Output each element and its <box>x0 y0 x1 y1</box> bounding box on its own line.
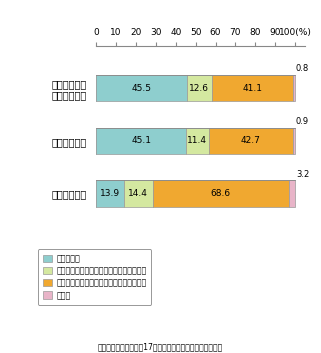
Text: 0.8: 0.8 <box>296 64 309 73</box>
Text: 68.6: 68.6 <box>211 189 231 198</box>
Text: 3.2: 3.2 <box>296 170 309 179</box>
Legend: 接続できる, 接続できないが、今後接続する予定がある, 接続できないし、今後接続する予定もない, 無回答: 接続できる, 接続できないが、今後接続する予定がある, 接続できないし、今後接続… <box>38 249 151 305</box>
Text: 12.6: 12.6 <box>189 84 209 92</box>
Text: 41.1: 41.1 <box>243 84 263 92</box>
Bar <box>293 75 295 101</box>
Text: 11.4: 11.4 <box>187 136 207 145</box>
Text: （出典）総務省「平成17年通信利用動向調査（企業編）」: （出典）総務省「平成17年通信利用動向調査（企業編）」 <box>98 342 223 351</box>
Bar <box>186 127 209 154</box>
Bar <box>293 127 295 154</box>
Text: 0.9: 0.9 <box>296 117 309 126</box>
Text: 42.7: 42.7 <box>241 136 261 145</box>
Bar <box>209 127 293 154</box>
Bar <box>187 75 212 101</box>
Bar <box>96 127 186 154</box>
Text: 14.4: 14.4 <box>128 189 148 198</box>
Bar <box>96 75 187 101</box>
Text: 13.9: 13.9 <box>100 189 120 198</box>
Bar <box>212 75 293 101</box>
Bar <box>96 180 124 207</box>
Bar <box>152 180 289 207</box>
Bar <box>289 180 295 207</box>
Bar <box>124 180 152 207</box>
Text: 45.1: 45.1 <box>131 136 151 145</box>
Text: 45.5: 45.5 <box>132 84 152 92</box>
